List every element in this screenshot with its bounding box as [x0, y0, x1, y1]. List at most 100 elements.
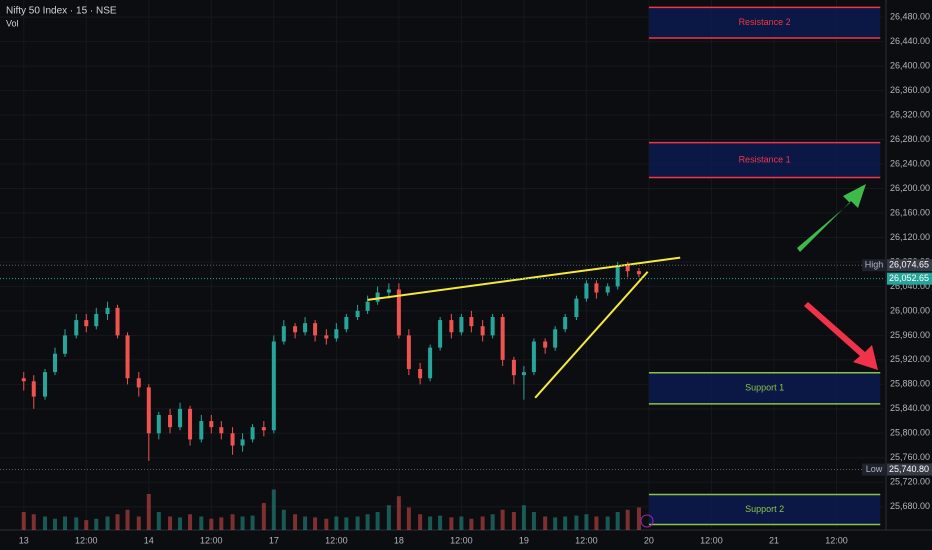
candle-body: [438, 320, 443, 348]
volume-bar: [199, 516, 204, 530]
candle-body: [480, 326, 485, 336]
y-tick-label: 25,800.00: [890, 428, 930, 438]
candle-body: [156, 414, 161, 434]
candle-body: [574, 298, 579, 318]
candle-body: [261, 427, 266, 431]
candle-body: [355, 310, 360, 318]
candle-body: [375, 292, 380, 302]
y-tick-label: 26,280.00: [890, 134, 930, 144]
volume-bar: [324, 518, 329, 530]
candle-body: [615, 265, 620, 287]
volume-bar: [74, 517, 79, 530]
y-tick-label: 25,720.00: [890, 477, 930, 487]
x-tick-label: 12:00: [200, 535, 223, 545]
volume-bar: [396, 496, 401, 530]
x-tick-label: 12:00: [75, 535, 98, 545]
volume-bar: [168, 516, 173, 530]
zone-label: Resistance 1: [739, 154, 791, 164]
candle-body: [178, 408, 183, 428]
candle-body: [125, 335, 130, 379]
volume-bar: [230, 514, 235, 530]
volume-bar: [615, 512, 620, 530]
price-tag-box: [887, 272, 932, 285]
candle-body: [553, 329, 558, 348]
candle-body: [449, 320, 454, 333]
candle-body: [406, 335, 411, 370]
candle-body: [521, 372, 526, 376]
zone-label: Resistance 2: [739, 17, 791, 27]
candle-body: [21, 378, 26, 382]
candle-body: [303, 323, 308, 333]
volume-bar: [303, 516, 308, 530]
volume-bar: [459, 516, 464, 530]
y-tick-label: 26,320.00: [890, 109, 930, 119]
event-icon[interactable]: [640, 514, 654, 528]
y-tick-label: 26,400.00: [890, 60, 930, 70]
candle-body: [84, 320, 89, 327]
volume-bar: [406, 507, 411, 530]
volume-bar: [511, 512, 516, 530]
x-tick-label: 21: [769, 535, 779, 545]
price-tag-label-box: [862, 463, 886, 476]
volume-bar: [386, 505, 391, 530]
volume-bar: [418, 514, 423, 530]
up-arrow: [797, 184, 866, 252]
volume-bar: [636, 507, 641, 530]
price-tag-value: 26,052.65: [889, 273, 929, 283]
volume-bar: [543, 516, 548, 530]
volume-label: Vol: [6, 18, 19, 28]
volume-bar: [209, 518, 214, 530]
candle-body: [459, 317, 464, 333]
down-arrow: [804, 302, 878, 370]
volume-bar: [449, 517, 454, 530]
volume-bar: [521, 505, 526, 530]
candle-body: [230, 433, 235, 446]
volume-bar: [428, 516, 433, 530]
candle-body: [313, 323, 318, 336]
candle-body: [63, 335, 68, 354]
price-tag-value: 25,740.80: [889, 464, 929, 474]
y-tick-label: 26,160.00: [890, 207, 930, 217]
candle-body: [31, 381, 36, 397]
volume-bar: [178, 517, 183, 530]
volume-bar: [490, 514, 495, 530]
y-tick-label: 26,120.00: [890, 232, 930, 242]
volume-bar: [136, 516, 141, 530]
volume-bar: [563, 516, 568, 530]
x-tick-label: 19: [519, 535, 529, 545]
chart-title: Nifty 50 Index · 15 · NSE: [6, 6, 117, 17]
x-tick-label: 12:00: [575, 535, 598, 545]
y-tick-label: 26,240.00: [890, 158, 930, 168]
volume-bar: [125, 509, 130, 530]
y-tick-label: 25,760.00: [890, 452, 930, 462]
volume-bar: [271, 489, 276, 530]
candle-body: [500, 317, 505, 360]
volume-bar: [480, 516, 485, 530]
volume-bar: [375, 512, 380, 530]
candle-body: [209, 421, 214, 428]
volume-bar: [53, 518, 58, 530]
volume-bar: [43, 516, 48, 530]
volume-bar: [313, 517, 318, 530]
candle-body: [594, 283, 599, 293]
volume-bar: [31, 514, 36, 530]
x-tick-label: 12:00: [700, 535, 723, 545]
plot-area: Resistance 2 Resistance 1 Support 1 Support…: [0, 0, 884, 530]
volume-bar: [115, 514, 120, 530]
volume-bar: [500, 509, 505, 530]
price-tag-value: 26,074.65: [889, 260, 929, 270]
y-tick-label: 25,880.00: [890, 379, 930, 389]
x-tick-label: 12:00: [325, 535, 348, 545]
y-tick-label: 26,200.00: [890, 183, 930, 193]
volume-bar: [594, 516, 599, 530]
y-tick-label: 25,920.00: [890, 354, 930, 364]
volume-bar: [531, 512, 536, 530]
zone: [648, 142, 881, 178]
candle-body: [115, 307, 120, 336]
volume-bar: [105, 516, 110, 530]
trendline: [367, 256, 681, 301]
y-tick-label: 26,040.00: [890, 281, 930, 291]
y-tick-label: 26,000.00: [890, 305, 930, 315]
y-tick-label: 26,360.00: [890, 85, 930, 95]
